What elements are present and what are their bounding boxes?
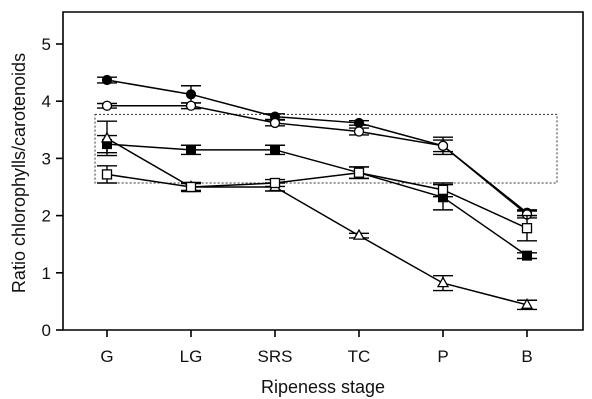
series-line <box>106 79 528 214</box>
x-tick-label: G <box>100 347 113 366</box>
data-point <box>269 117 281 129</box>
x-tick-label: LG <box>180 347 203 366</box>
series-4 <box>97 120 537 311</box>
data-point <box>101 169 113 180</box>
data-point <box>185 181 197 193</box>
y-tick-label: 2 <box>42 207 51 226</box>
data-point <box>353 167 365 178</box>
y-tick-label: 1 <box>42 264 51 283</box>
reference-band-layer <box>94 113 558 184</box>
data-point <box>101 74 113 86</box>
data-point <box>186 144 196 155</box>
x-tick-label: TC <box>348 347 371 366</box>
data-point <box>269 177 281 189</box>
data-point <box>270 144 280 155</box>
y-axis-ticks: 0 1 2 3 4 5 <box>42 35 63 340</box>
data-point <box>520 297 534 309</box>
y-tick-label: 3 <box>42 149 51 168</box>
plot-area <box>62 11 584 331</box>
data-point <box>353 117 365 129</box>
data-point <box>100 131 114 143</box>
data-point <box>522 250 532 261</box>
series-line <box>107 105 528 216</box>
series-line <box>106 171 528 229</box>
data-point <box>436 276 450 288</box>
x-tick-label: P <box>437 347 448 366</box>
data-point <box>185 89 197 100</box>
series-3 <box>97 134 537 261</box>
reference-band <box>94 113 558 184</box>
series-layer <box>97 74 537 311</box>
series-line <box>106 143 528 257</box>
series-1 <box>97 74 537 218</box>
data-point <box>352 228 366 240</box>
x-axis-ticks: G LG SRS TC P B <box>100 330 533 366</box>
y-axis-title: Ratio chlorophylls/carotenoids <box>9 53 29 293</box>
series-5 <box>97 165 537 242</box>
y-tick-label: 0 <box>42 321 51 340</box>
x-tick-label: SRS <box>258 347 293 366</box>
x-tick-label: B <box>521 347 532 366</box>
series-line <box>106 137 528 306</box>
x-axis-title: Ripeness stage <box>261 377 385 397</box>
data-point <box>437 140 449 151</box>
y-tick-label: 5 <box>42 35 51 54</box>
data-point <box>185 100 197 111</box>
data-point <box>101 100 113 111</box>
y-tick-label: 4 <box>42 92 51 111</box>
plot-frame <box>62 11 584 331</box>
series-2 <box>97 100 537 220</box>
data-point <box>353 126 365 137</box>
data-point <box>437 184 449 196</box>
data-point <box>521 223 533 234</box>
